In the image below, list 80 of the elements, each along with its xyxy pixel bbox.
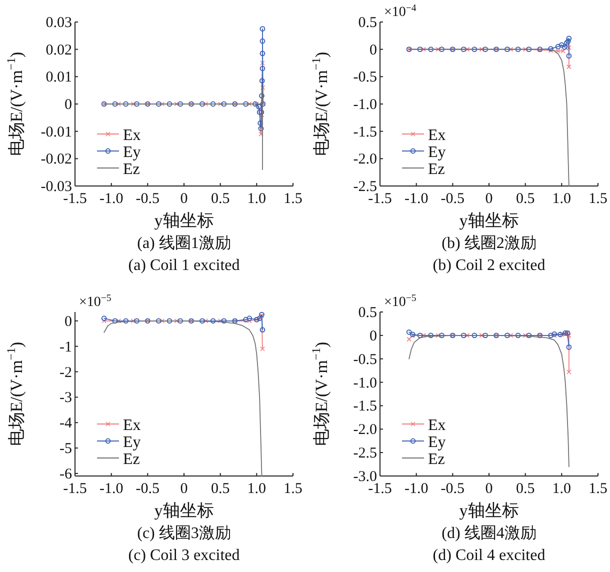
- y-tick-label: -2.0: [353, 152, 377, 168]
- y-tick-label: -2.5: [353, 179, 377, 195]
- y-tick-label: -3.0: [353, 469, 377, 485]
- x-tick-label: 1.0: [552, 191, 572, 207]
- legend-label: Ex: [428, 127, 446, 144]
- x-tick-label: -0.5: [136, 191, 160, 207]
- x-tick-label: -1.0: [404, 191, 428, 207]
- text: (d) 线圈4激励: [442, 524, 536, 542]
- y-tick-label: 0.02: [46, 42, 72, 58]
- x-tick-label: 1.5: [284, 481, 302, 497]
- x-tick-label: 0: [485, 481, 493, 497]
- x-tick-label: -0.5: [440, 481, 465, 497]
- x-tick-label: 0.5: [516, 481, 535, 497]
- y-tick-label: 0.5: [358, 15, 377, 31]
- y-tick-label: -2.0: [353, 422, 377, 438]
- legend-label: Ex: [123, 417, 141, 434]
- x-tick-label: 0.5: [516, 191, 535, 207]
- y-tick-label: -0.5: [353, 70, 377, 86]
- y-tick-label: -0.02: [40, 152, 72, 168]
- y-tick-label: -1.5: [353, 124, 377, 140]
- y-tick-label: 0.01: [46, 70, 72, 86]
- y-tick-label: 0.03: [46, 15, 72, 31]
- y-tick-label: -2.5: [353, 446, 377, 462]
- legend-label: Ey: [123, 434, 141, 451]
- x-tick-label: -1.0: [99, 481, 124, 497]
- legend-label: Ex: [123, 127, 141, 144]
- y-tick-label: -1.5: [353, 398, 377, 415]
- y-tick-label: 0: [370, 42, 377, 58]
- y-tick-label: -1.0: [353, 97, 377, 113]
- x-tick-label: 0: [485, 191, 493, 207]
- y-tick-label: -1.0: [353, 375, 377, 392]
- x-axis-title: y轴坐标: [154, 501, 214, 520]
- legend-label: Ey: [123, 144, 141, 161]
- legend-label: Ez: [123, 451, 140, 468]
- x-tick-label: 0: [180, 191, 188, 207]
- text: (a) Coil 1 excited: [128, 257, 240, 274]
- y-tick-label: -2: [60, 364, 72, 381]
- y-tick-label: -5: [60, 441, 72, 458]
- text: (b) Coil 2 excited: [432, 257, 546, 274]
- y-tick-label: -1: [60, 339, 72, 356]
- legend-label: Ez: [428, 451, 445, 468]
- x-axis-title: y轴坐标: [154, 211, 214, 230]
- x-axis-title: y轴坐标: [459, 211, 519, 230]
- legend-label: Ez: [123, 161, 140, 178]
- x-tick-label: -0.5: [136, 481, 160, 497]
- x-tick-label: -0.5: [440, 191, 465, 207]
- x-tick-label: 0: [180, 481, 188, 497]
- x-tick-label: 1.0: [247, 191, 266, 207]
- y-tick-label: -0.5: [353, 352, 377, 368]
- y-tick-label: -6: [60, 466, 72, 482]
- x-tick-label: 0.5: [210, 481, 230, 497]
- y-tick-label: 0: [64, 97, 72, 113]
- text: (c) 线圈3激励: [137, 524, 231, 542]
- x-tick-label: -1.0: [404, 481, 428, 497]
- text: (b) 线圈2激励: [442, 234, 536, 252]
- legend-label: Ey: [428, 434, 446, 451]
- text: (d) Coil 4 excited: [432, 547, 546, 564]
- y-tick-label: 0.5: [358, 305, 377, 321]
- x-tick-label: 1.5: [284, 191, 302, 207]
- y-tick-label: -3: [60, 390, 72, 406]
- y-tick-label: -4: [60, 416, 72, 432]
- x-axis-title: y轴坐标: [459, 501, 519, 520]
- y-tick-label: -0.01: [40, 124, 72, 140]
- x-tick-label: 0.5: [210, 191, 230, 207]
- x-tick-label: 1.5: [588, 481, 608, 497]
- text: ×10$^{−5}$: [384, 292, 416, 310]
- legend-label: Ez: [428, 161, 445, 178]
- y-tick-label: 0: [370, 328, 377, 344]
- text: (a) 线圈1激励: [137, 234, 231, 252]
- y-tick-label: -0.03: [40, 179, 72, 195]
- x-tick-label: 1.0: [247, 481, 266, 497]
- legend-label: Ey: [428, 144, 446, 161]
- text: (c) Coil 3 excited: [128, 547, 240, 564]
- text: ×10$^{−4}$: [384, 2, 416, 20]
- x-tick-label: 1.5: [588, 191, 608, 207]
- x-tick-label: -1.0: [99, 191, 124, 207]
- text: ×10$^{−5}$: [79, 292, 112, 310]
- y-tick-label: 0: [64, 314, 72, 330]
- x-tick-label: 1.0: [552, 481, 572, 497]
- legend-label: Ex: [428, 417, 446, 434]
